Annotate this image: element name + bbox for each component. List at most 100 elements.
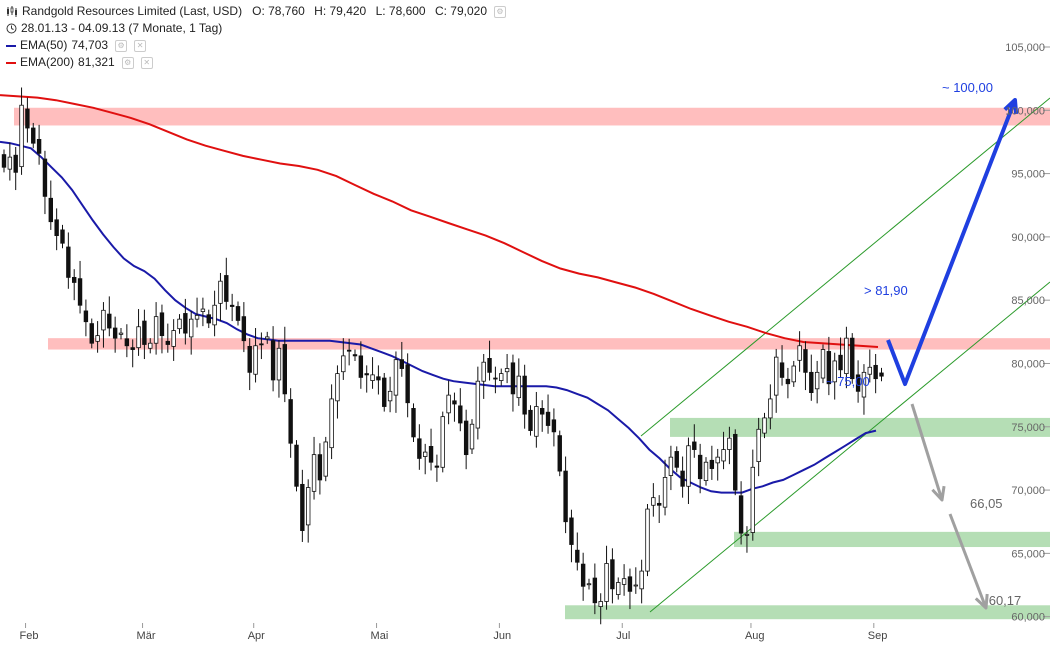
candle-body xyxy=(89,323,94,344)
candle-body xyxy=(136,326,141,349)
support-zone xyxy=(734,531,1050,548)
y-tick-label: 100,000 xyxy=(1005,105,1045,117)
candle-body xyxy=(183,313,188,334)
candle-body xyxy=(54,219,59,237)
clock-icon xyxy=(6,20,17,37)
ema50-row: EMA(50) 74,703 ⚙ ✕ xyxy=(6,37,506,54)
candle-body xyxy=(317,454,323,481)
candle-body xyxy=(194,314,200,320)
candle-body xyxy=(627,576,633,592)
candle-body xyxy=(756,428,761,462)
candle-body xyxy=(376,376,381,381)
settings-icon[interactable]: ⚙ xyxy=(121,56,134,69)
title-row: Randgold Resources Limited (Last, USD) O… xyxy=(6,3,506,20)
candle-body xyxy=(721,449,726,462)
candle-body xyxy=(709,459,715,469)
candle-body xyxy=(762,417,767,434)
candle-body xyxy=(48,197,53,223)
candle-body xyxy=(475,380,481,429)
x-tick-label: Apr xyxy=(248,630,265,642)
x-tick-label: Jun xyxy=(493,630,511,642)
candle-body xyxy=(551,419,557,433)
ema200-row: EMA(200) 81,321 ⚙ ✕ xyxy=(6,54,506,71)
candle-body xyxy=(861,371,867,398)
candle-body xyxy=(820,349,826,379)
candle-body xyxy=(791,365,796,383)
candle-body xyxy=(504,368,510,373)
candle-body xyxy=(586,583,592,586)
candle-body xyxy=(422,451,428,457)
candle-body xyxy=(768,398,773,419)
candle-body xyxy=(259,343,264,346)
ema50-value: 74,703 xyxy=(71,38,109,52)
candles xyxy=(1,87,884,625)
candle-body xyxy=(36,139,42,154)
candle-body xyxy=(142,320,147,345)
candle-body xyxy=(218,280,223,304)
candle-body xyxy=(370,374,375,381)
high-value: H: 79,420 xyxy=(314,4,367,18)
candle-body xyxy=(481,361,486,382)
candle-body xyxy=(540,408,545,415)
settings-icon[interactable]: ⚙ xyxy=(494,5,506,18)
candle-body xyxy=(604,563,609,602)
resistance-zone xyxy=(48,338,1050,350)
candle-body xyxy=(206,314,211,324)
candle-body xyxy=(446,394,451,414)
candle-body xyxy=(569,517,574,545)
y-tick-label: 90,000 xyxy=(1011,232,1045,244)
candle-body xyxy=(25,108,30,129)
candle-body xyxy=(633,584,638,587)
open-value: O: 78,760 xyxy=(252,4,305,18)
projection-arrows xyxy=(886,98,1019,610)
bullish-arrow xyxy=(886,99,1017,386)
candle-body xyxy=(323,441,328,477)
candle-body xyxy=(657,502,662,506)
candle-body xyxy=(253,345,258,375)
candle-body xyxy=(171,330,176,347)
candle-body xyxy=(112,327,118,339)
period-row: 28.01.13 - 04.09.13 (7 Monate, 1 Tag) xyxy=(6,20,506,37)
candle-body xyxy=(844,337,849,375)
candle-body xyxy=(463,420,469,456)
y-tick-label: 60,000 xyxy=(1011,612,1045,624)
candle-body xyxy=(241,316,247,342)
candle-body xyxy=(738,495,744,534)
bearish-arrow-2-head xyxy=(974,593,989,610)
candle-body xyxy=(124,338,130,347)
y-tick-label: 105,000 xyxy=(1005,42,1045,54)
candle-body xyxy=(77,278,83,306)
candle-body xyxy=(95,335,100,342)
candle-body xyxy=(148,342,153,349)
candle-body xyxy=(850,337,855,380)
period-label: 28.01.13 - 04.09.13 (7 Monate, 1 Tag) xyxy=(21,21,223,35)
ema200-value: 81,321 xyxy=(78,55,115,69)
candle-body xyxy=(534,406,539,437)
candle-body xyxy=(13,154,18,173)
ema50-label: EMA(50) xyxy=(20,38,68,52)
candle-body xyxy=(300,483,305,531)
candle-body xyxy=(779,362,785,378)
candle-body xyxy=(358,355,364,378)
candle-body xyxy=(165,340,170,345)
channel-upper-line xyxy=(640,97,1050,437)
annotations: ~ 100,00 > 81,90 ~ 75,00 66,05 60,17 xyxy=(826,80,1021,608)
x-tick-label: Aug xyxy=(745,630,765,642)
trend-channel xyxy=(640,97,1050,613)
y-tick-label: 95,000 xyxy=(1011,169,1045,181)
settings-icon[interactable]: ⚙ xyxy=(115,39,128,52)
ema50-line xyxy=(0,140,877,494)
candle-body xyxy=(417,438,422,459)
support-zone xyxy=(670,417,1050,437)
candle-body xyxy=(855,374,861,392)
x-tick-label: Jul xyxy=(616,630,630,642)
candle-body xyxy=(329,398,334,449)
candle-body xyxy=(458,405,463,424)
candle-body xyxy=(545,411,551,426)
ema50-swatch xyxy=(6,44,16,47)
close-icon[interactable]: ✕ xyxy=(140,56,153,69)
candle-body xyxy=(879,372,884,377)
close-icon[interactable]: ✕ xyxy=(134,39,147,52)
candle-body xyxy=(440,416,445,468)
candle-body xyxy=(680,470,685,487)
